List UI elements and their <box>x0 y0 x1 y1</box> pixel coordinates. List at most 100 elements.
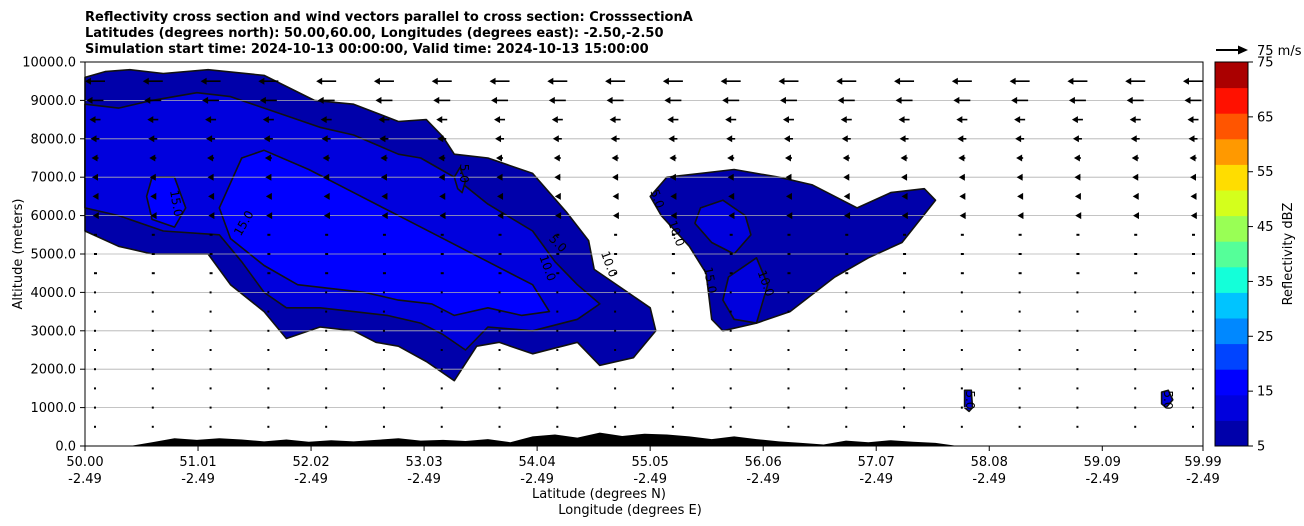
wind-vector-dot <box>382 368 385 371</box>
wind-vector-dot <box>1192 291 1194 294</box>
wind-vector-head <box>670 212 677 220</box>
wind-vector-head <box>899 135 906 143</box>
wind-vector-dot <box>614 387 617 390</box>
wind-vector-dot <box>1076 349 1079 351</box>
plot-area <box>84 68 1203 446</box>
wind-vector-head <box>900 154 907 162</box>
wind-vector-dot <box>671 291 674 294</box>
wind-vector-dot <box>1076 233 1080 236</box>
wind-vector-dot <box>440 368 443 371</box>
x-tick-label-lat: 58.08 <box>971 455 1008 470</box>
wind-vector-dot <box>845 387 848 390</box>
wind-vector-head <box>552 135 559 143</box>
wind-vector-dot <box>1192 310 1194 313</box>
wind-vector-head <box>1074 192 1081 200</box>
wind-vector-dot <box>1192 272 1195 275</box>
wind-vector-dot <box>382 253 386 255</box>
colorbar-swatch <box>1215 318 1248 345</box>
wind-vector-head <box>1014 116 1021 124</box>
x-tick-label-lon: -2.49 <box>972 472 1006 487</box>
wind-vector-head <box>612 192 619 200</box>
wind-vector-dot <box>729 291 732 294</box>
wind-vector-head <box>1129 116 1136 124</box>
wind-vector-dot <box>671 253 675 255</box>
x-tick-label-lon: -2.49 <box>68 472 102 487</box>
wind-vector-head <box>150 192 157 200</box>
wind-vector-dot <box>960 349 963 351</box>
wind-vector-head <box>438 154 445 162</box>
wind-vector-dot <box>903 406 906 409</box>
wind-vector-dot <box>1134 425 1137 428</box>
wind-vector-head <box>439 212 446 220</box>
wind-vector-dot <box>787 310 790 313</box>
wind-vector-dot <box>151 406 154 409</box>
wind-vector-head <box>1073 154 1080 162</box>
wind-vector-dot <box>556 387 559 390</box>
wind-vector-head <box>264 154 271 162</box>
wind-vector-dot <box>1134 291 1137 294</box>
wind-vector-head <box>494 116 501 124</box>
wind-vector-dot <box>209 272 213 275</box>
y-axis-ticks: 0.0 1000.0 2000.0 3000.0 4000.0 5000.0 6000.0 7… <box>22 56 85 455</box>
wind-vector-dot <box>151 310 154 313</box>
wind-vector-head <box>149 173 156 181</box>
wind-vector-head <box>956 116 963 124</box>
wind-vector-head <box>144 96 151 104</box>
wind-vector-dot <box>440 406 443 409</box>
wind-vector-head <box>662 77 669 85</box>
wind-vector-head <box>669 173 676 181</box>
wind-vector-head <box>1067 77 1074 85</box>
colorbar-swatch <box>1215 164 1248 191</box>
wind-vector-dot <box>498 425 501 428</box>
wind-vector-head <box>266 212 273 220</box>
wind-vector-head <box>1184 96 1191 104</box>
wind-vector-head <box>895 96 902 104</box>
colorbar-tick-label: 75 <box>1257 56 1274 71</box>
colorbar-swatch <box>1215 343 1248 370</box>
x-axis-ticks: 50.00 -2.49 51.01 -2.49 52.02 -2.49 53.03 -2.49… <box>66 446 1222 487</box>
wind-vector-head <box>205 116 212 124</box>
wind-vector-dot <box>1134 329 1137 332</box>
wind-vector-head <box>208 192 215 200</box>
contour-label: 15.0 <box>167 189 185 218</box>
contour-label: 5.0 <box>1161 390 1175 409</box>
wind-vector-head <box>208 212 215 220</box>
wind-vector-head <box>149 154 156 162</box>
wind-vector-dot <box>382 406 385 409</box>
wind-vector-head <box>489 77 496 85</box>
wind-vector-head <box>785 173 792 181</box>
wind-vector-head <box>378 116 385 124</box>
x-tick-label-lat: 59.99 <box>1184 455 1221 470</box>
quiver-key-label: 75 m/s <box>1257 44 1302 59</box>
wind-vector-dot <box>787 406 790 409</box>
wind-vector-dot <box>960 387 963 390</box>
x-tick-label-lon: -2.49 <box>407 472 441 487</box>
wind-vector-head <box>901 212 908 220</box>
wind-vector-dot <box>325 233 329 236</box>
wind-vector-head <box>437 135 444 143</box>
wind-vector-head <box>841 135 848 143</box>
wind-vector-dot <box>729 349 732 351</box>
x-tick-label-lat: 56.06 <box>745 455 782 470</box>
wind-vector-dot <box>209 406 212 409</box>
x-tick-label-lon: -2.49 <box>859 472 893 487</box>
wind-vector-dot <box>325 253 329 255</box>
wind-vector-dot <box>94 253 97 255</box>
wind-vector-head <box>610 135 617 143</box>
wind-vector-dot <box>556 310 559 313</box>
wind-vector-dot <box>325 368 328 371</box>
reflectivity-region-10-dbz <box>722 257 769 324</box>
wind-vector-dot <box>498 387 501 390</box>
wind-vector-dot <box>151 291 154 294</box>
y-tick-label: 5000.0 <box>31 248 77 263</box>
wind-vector-dot <box>1192 233 1195 236</box>
wind-vector-dot <box>729 329 732 332</box>
wind-vector-head <box>548 96 555 104</box>
colorbar-tick-label: 5 <box>1257 440 1265 455</box>
wind-vector-dot <box>498 368 501 371</box>
wind-vector-head <box>779 96 786 104</box>
wind-vector-dot <box>671 406 674 409</box>
wind-vector-dot <box>845 233 849 236</box>
wind-vector-dot <box>267 425 270 428</box>
wind-vector-dot <box>267 272 271 275</box>
